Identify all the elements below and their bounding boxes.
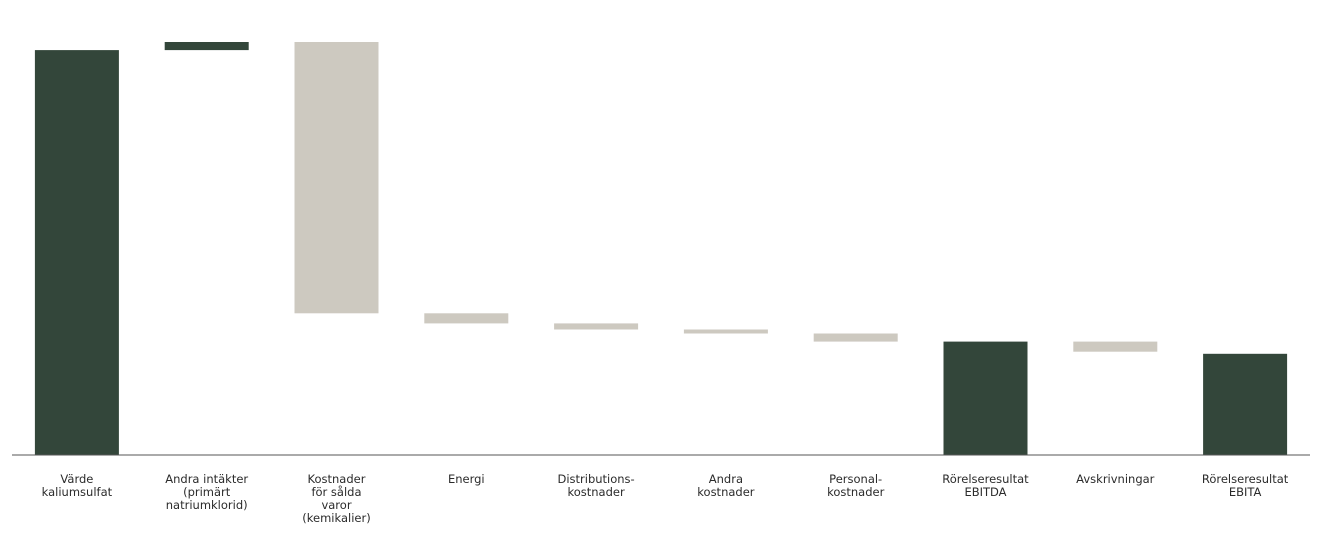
- x-tick-label-1: Värde kaliumsulfat: [42, 472, 113, 499]
- bar-7: [813, 333, 898, 342]
- bar-5: [554, 323, 639, 330]
- x-tick-label-9: Avskrivningar: [1076, 472, 1154, 486]
- bar-8: [943, 341, 1028, 455]
- bar-2: [164, 42, 249, 51]
- bar-4: [424, 313, 509, 324]
- x-tick-labels: Värde kaliumsulfat Andra intäkter (primärt n…: [42, 472, 1289, 525]
- bar-3: [294, 42, 379, 314]
- bar-10: [1203, 353, 1288, 455]
- bar-9: [1073, 341, 1158, 352]
- bar-6: [683, 329, 768, 334]
- x-tick-label-4: Energi: [448, 472, 485, 486]
- x-tick-label-7: Personal-kostnader: [827, 472, 884, 499]
- x-tick-label-3: Kostnader för sålda varor (kemikalier): [302, 472, 370, 525]
- x-tick-label-8: Rörelseresultat EBITDA: [942, 472, 1029, 499]
- x-tick-label-10: Rörelseresultat EBITA: [1202, 472, 1289, 499]
- bar-1: [34, 50, 119, 455]
- x-tick-label-6: Andra kostnader: [697, 472, 754, 499]
- x-tick-label-5: Distributions-kostnader: [557, 472, 634, 499]
- bars-group: [34, 42, 1288, 455]
- x-tick-label-2: Andra intäkter (primärt natriumklorid): [165, 472, 248, 512]
